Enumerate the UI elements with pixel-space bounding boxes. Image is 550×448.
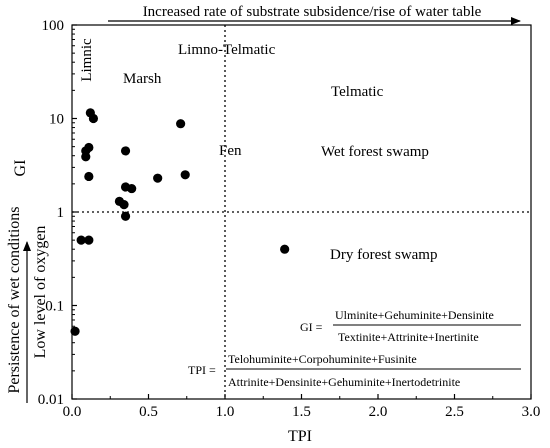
data-point: [88, 113, 99, 124]
data-point: [120, 211, 131, 221]
region-label-limnic: Limnic: [79, 38, 95, 82]
gi-formula-lhs: GI =: [300, 320, 323, 334]
region-label-telmatic: Telmatic: [331, 84, 384, 100]
data-point: [176, 119, 186, 129]
region-label-limno-telmatic: Limno-Telmatic: [178, 42, 276, 58]
x-tick-label: 3.0: [522, 404, 541, 420]
y-tick-label: 10: [49, 112, 64, 128]
left-arrow-label-oxygen: Low level of oxygen: [32, 226, 49, 359]
x-tick-label: 2.5: [445, 404, 464, 420]
x-ticks: 0.0 0.5 1.0 1.5 2.0 2.5 3.0: [63, 394, 541, 420]
data-point: [119, 199, 129, 210]
data-point: [84, 142, 94, 153]
region-label-wet-forest-swamp: Wet forest swamp: [321, 144, 429, 160]
data-point: [180, 170, 190, 180]
y-ticks: 0.01 0.1 1 10 100: [38, 18, 77, 408]
x-tick-label: 2.0: [369, 404, 388, 420]
x-tick-label: 0.5: [139, 404, 158, 420]
data-point: [76, 235, 86, 245]
x-tick-label: 1.5: [292, 404, 311, 420]
tpi-formula-lhs: TPI =: [188, 363, 216, 377]
data-point: [84, 171, 94, 182]
y-axis-title: GI: [12, 160, 29, 177]
region-label-fen: Fen: [219, 143, 242, 159]
tpi-formula-denominator: Attrinite+Densinite+Gehuminite+Inertodet…: [228, 375, 460, 389]
data-point: [153, 173, 163, 183]
left-arrow-label-wet: Persistence of wet conditions: [6, 206, 23, 393]
y-tick-label: 0.01: [38, 392, 64, 408]
y-tick-label: 1: [57, 205, 65, 221]
x-axis-title: TPI: [288, 428, 312, 445]
tpi-formula: TPI = Telohuminite+Corpohuminite+Fusinit…: [188, 352, 521, 389]
data-point: [70, 326, 80, 336]
y-tick-label: 100: [42, 18, 65, 34]
gi-formula: GI = Ulminite+Gehuminite+Densinite Texti…: [300, 308, 521, 344]
data-point: [120, 146, 131, 156]
y-tick-label: 0.1: [45, 299, 64, 315]
top-arrow: Increased rate of substrate subsidence/r…: [108, 4, 521, 25]
data-point: [84, 235, 94, 245]
region-label-dry-forest-swamp: Dry forest swamp: [330, 247, 437, 263]
tpi-formula-numerator: Telohuminite+Corpohuminite+Fusinite: [228, 352, 417, 366]
data-point: [127, 183, 137, 194]
x-tick-label: 1.0: [216, 404, 235, 420]
x-tick-label: 0.0: [63, 404, 82, 420]
data-points: [70, 108, 290, 336]
region-label-marsh: Marsh: [123, 71, 162, 87]
gi-formula-numerator: Ulminite+Gehuminite+Densinite: [335, 308, 494, 322]
left-arrow: Persistence of wet conditions Low level …: [6, 206, 49, 403]
gi-formula-denominator: Textinite+Attrinite+Inertinite: [338, 330, 479, 344]
data-point: [280, 244, 290, 254]
top-arrow-label: Increased rate of substrate subsidence/r…: [143, 4, 482, 20]
